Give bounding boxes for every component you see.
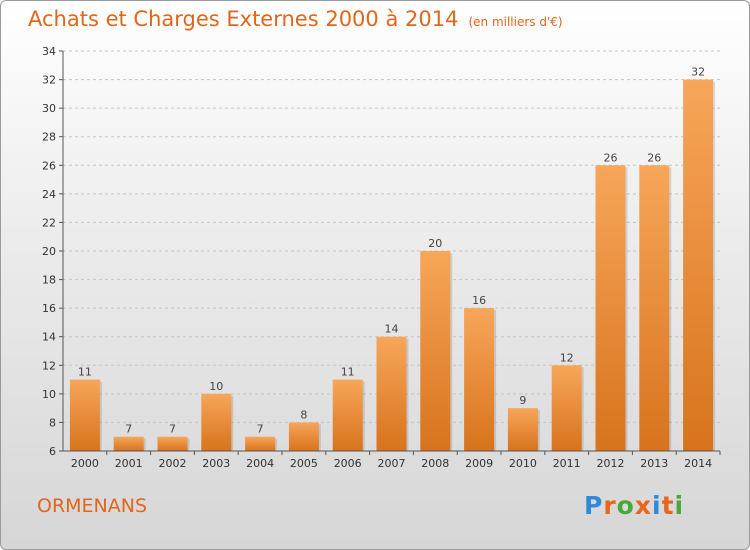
x-tick-label: 2001 [115,457,143,470]
x-tick-label: 2014 [684,457,712,470]
logo-letter: P [584,491,604,520]
bar-2011 [551,365,582,451]
commune-name: ORMENANS [37,495,148,517]
x-tick-label: 2012 [597,457,625,470]
bar-value-label: 7 [125,423,132,436]
x-tick-label: 2008 [421,457,449,470]
bar-layer: 11 7 7 10 7 8 11 14 20 16 9 12 26 26 32 [69,66,716,452]
logo-letter: i [674,491,685,520]
y-tick-label: 6 [49,445,56,458]
bar-2009 [464,308,495,451]
y-tick-label: 24 [42,188,56,201]
bar-2004 [245,436,276,451]
title-block: Achats et Charges Externes 2000 à 2014 (e… [28,7,563,31]
bar-value-label: 7 [257,423,264,436]
y-tick-label: 10 [42,388,56,401]
logo-letter: o [616,491,635,520]
y-tick-label: 8 [49,416,56,429]
bar-value-label: 26 [604,151,618,164]
x-tick-label: 2010 [509,457,537,470]
bar-2002 [157,436,188,451]
x-tick-label: 2005 [290,457,318,470]
bar-value-label: 26 [647,151,661,164]
bar-value-label: 14 [385,323,399,336]
bar-value-label: 20 [428,237,442,250]
y-tick-label: 20 [42,245,56,258]
logo-letter: i [652,491,662,520]
chart-title: Achats et Charges Externes 2000 à 2014 [28,7,459,31]
x-tick-label: 2006 [334,457,362,470]
bar-value-label: 12 [560,351,574,364]
logo-letter: t [661,491,675,520]
bar-value-label: 7 [169,423,176,436]
y-tick-label: 18 [42,274,56,287]
bar-2006 [332,379,363,451]
bar-value-label: 8 [300,408,307,421]
y-tick-label: 34 [42,45,56,58]
bar-2010 [507,408,538,451]
x-tick-label: 2007 [378,457,406,470]
y-tick-label: 16 [42,302,56,315]
logo-letter: x [634,491,652,520]
x-tick-label: 2011 [553,457,581,470]
bar-2012 [595,165,626,452]
x-tick-label: 2000 [71,457,99,470]
bar-2001 [113,436,144,451]
chart-unit: (en milliers d'€) [468,15,563,29]
x-tick-label: 2004 [246,457,274,470]
bar-2013 [639,165,670,452]
y-tick-label: 22 [42,216,56,229]
bar-value-label: 16 [472,294,486,307]
y-tick-label: 30 [42,102,56,115]
bar-value-label: 32 [691,66,705,79]
y-tick-label: 26 [42,159,56,172]
bar-2000 [69,379,100,451]
y-tick-label: 28 [42,131,56,144]
y-tick-label: 12 [42,359,56,372]
x-tick-label: 2013 [640,457,668,470]
x-tick-label: 2002 [159,457,187,470]
bar-2014 [683,79,714,452]
bar-value-label: 10 [209,380,223,393]
bar-2003 [201,393,232,451]
x-tick-label: 2009 [465,457,493,470]
bar-2005 [288,422,319,451]
bar-value-label: 9 [519,394,526,407]
y-tick-label: 32 [42,74,56,87]
bar-value-label: 11 [341,366,355,379]
axis-layer: 6 8 10 12 14 16 18 20 22 24 26 28 30 32 34 2000 2001 2002… [42,45,721,470]
proxiti-logo: Proxiti [584,491,684,520]
bar-2008 [420,251,451,451]
x-tick-label: 2003 [202,457,230,470]
bar-value-label: 11 [78,366,92,379]
bar-2007 [376,336,407,451]
logo-letter: r [603,491,617,520]
y-tick-label: 14 [42,331,56,344]
